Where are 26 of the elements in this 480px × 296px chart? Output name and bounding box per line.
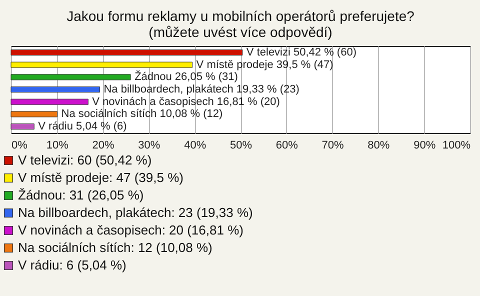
data-label: Na billboardech, plakátech 19,33 % (23) (104, 84, 300, 96)
legend-label: V rádiu: 6 (5,04 %) (18, 258, 126, 272)
data-label: Žádnou 26,05 % (31) (134, 70, 238, 84)
x-tick-label: 50% (230, 140, 252, 152)
legend-label: Na sociálních sítích: 12 (10,08 %) (18, 240, 212, 255)
data-label: V televizi 50,42 % (60) (246, 46, 356, 58)
data-label: V rádiu 5,04 % (6) (38, 120, 127, 133)
legend-label: Žádnou: 31 (26,05 %) (18, 188, 144, 202)
x-tick-label: 80% (368, 140, 390, 152)
x-tick-label: 40% (184, 140, 206, 152)
x-tick-label: 20% (92, 140, 115, 152)
legend-label: Na billboardech, plakátech: 23 (19,33 %) (18, 205, 253, 220)
x-tick-label: 60% (276, 140, 298, 152)
x-tick-label: 100% (442, 140, 471, 152)
x-tick-label: 10% (46, 140, 69, 152)
legend-label: V místě prodeje: 47 (39,5 %) (18, 170, 184, 185)
legend-label: V novinách a časopisech: 20 (16,81 %) (18, 222, 244, 238)
data-label: V novinách a časopisech 16,81 % (20) (92, 96, 280, 108)
x-tick-label: 0% (12, 140, 28, 152)
x-tick-label: 90% (414, 140, 436, 152)
data-label: Na sociálních sítích 10,08 % (12) (61, 108, 223, 120)
data-label: V místě prodeje 39,5 % (47) (196, 58, 334, 71)
x-tick-label: 30% (138, 140, 160, 152)
x-tick-label: 70% (322, 140, 344, 152)
legend-label: V televizi: 60 (50,42 %) (18, 152, 152, 168)
chart-title: Jakou formu reklamy u mobilních operátorů preferujete? (můžete uvést více odpovědí) (66, 8, 415, 40)
